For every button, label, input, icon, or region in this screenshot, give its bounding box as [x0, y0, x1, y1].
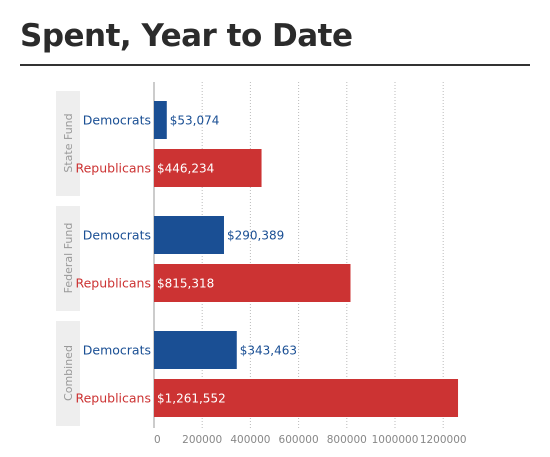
series-label: Republicans — [75, 391, 151, 406]
democrats-bar — [154, 331, 237, 369]
x-tick-label: 1000000 — [372, 434, 419, 446]
data-label: $815,318 — [157, 277, 214, 291]
republicans-bar — [154, 379, 459, 417]
data-label: $343,463 — [240, 344, 297, 358]
series-label: Democrats — [83, 343, 151, 358]
chart-title: Spent, Year to Date — [20, 18, 353, 54]
x-tick-label: 400000 — [230, 434, 270, 446]
data-label: $1,261,552 — [157, 392, 226, 406]
title-rule — [20, 64, 530, 66]
category-label: Federal Fund — [62, 223, 75, 294]
x-tick-label: 1200000 — [420, 434, 467, 446]
series-label: Democrats — [83, 228, 151, 243]
category-band — [56, 321, 80, 426]
data-label: $446,234 — [157, 162, 214, 176]
series-label: Republicans — [75, 276, 151, 291]
x-tick-label: 200000 — [182, 434, 222, 446]
data-label: $53,074 — [170, 114, 220, 128]
x-tick-label: 800000 — [327, 434, 367, 446]
x-tick-label: 600000 — [279, 434, 319, 446]
category-band — [56, 206, 80, 311]
series-label: Democrats — [83, 113, 151, 128]
democrats-bar — [154, 101, 167, 139]
data-label: $290,389 — [227, 229, 284, 243]
series-label: Republicans — [75, 161, 151, 176]
category-label: Combined — [62, 345, 75, 401]
category-label: State Fund — [62, 113, 75, 172]
category-band — [56, 91, 80, 196]
x-tick-label: 0 — [154, 434, 161, 446]
republicans-bar — [154, 264, 351, 302]
republicans-bar — [154, 149, 262, 187]
democrats-bar — [154, 216, 224, 254]
